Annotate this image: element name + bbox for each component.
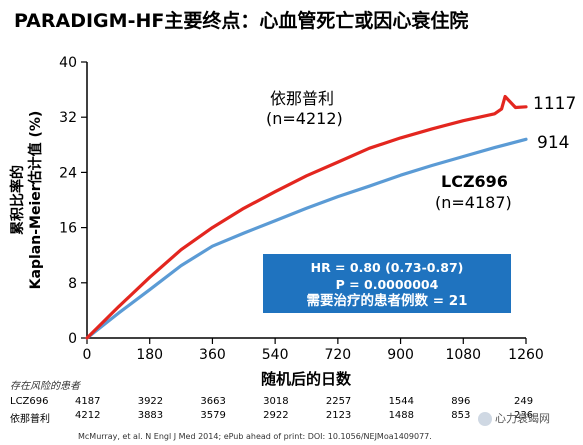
series-n-enalapril: (n=4212): [266, 109, 343, 128]
risk-row-lcz696: LCZ696 4187 3922 3663 3018 2257 1544 896 249: [0, 396, 583, 409]
end-label-enalapril: 1117: [533, 94, 576, 114]
x-tick-label: 720: [324, 347, 351, 363]
hazard-ratio-box: HR = 0.80 (0.73-0.87) P = 0.0000004 需要治疗…: [263, 254, 511, 313]
risk-cell: 853: [451, 410, 471, 421]
hr-value: HR = 0.80 (0.73-0.87): [310, 260, 464, 275]
lcz696-curve: [85, 137, 528, 340]
risk-cell: 1544: [388, 396, 415, 407]
risk-cell: 2257: [325, 396, 352, 407]
end-label-lcz696: 914: [537, 133, 569, 153]
x-tick-label: 540: [262, 347, 289, 363]
footnote: McMurray, et al. N Engl J Med 2014; ePub…: [78, 432, 432, 441]
enalapril-curve: [85, 94, 528, 340]
y-axis-label-2: Kaplan-Meier估计值 (%): [27, 111, 44, 290]
risk-cell: 4187: [75, 396, 101, 407]
p-value: P = 0.0000004: [335, 277, 439, 292]
risk-cell: 4212: [75, 410, 101, 421]
series-label-enalapril: 依那普利: [270, 89, 334, 108]
watermark: 心力衰竭网: [478, 410, 550, 426]
x-tick-label: 900: [387, 347, 414, 363]
x-tick-label: 0: [83, 347, 92, 363]
x-tick-label: 1260: [508, 347, 544, 363]
risk-cell: 3018: [263, 396, 289, 407]
risk-cell: 3579: [200, 410, 226, 421]
risk-cell: 236: [514, 410, 534, 421]
risk-cell: 3883: [137, 410, 164, 421]
risk-cell: 3922: [137, 396, 164, 407]
risk-row-enalapril: 依那普利 4212 3883 3579 2922 2123 1488 853 236: [0, 410, 583, 425]
risk-cell: 1488: [388, 410, 415, 421]
series-n-lcz696: (n=4187): [435, 193, 512, 212]
y-tick-label: 0: [68, 331, 77, 347]
watermark-text: 心力衰竭网: [495, 412, 550, 425]
risk-row-label: LCZ696: [10, 396, 49, 407]
risk-cell: 2922: [263, 410, 289, 421]
y-tick-label: 32: [59, 110, 77, 126]
risk-cell: 249: [514, 396, 534, 407]
risk-cell: 3663: [200, 396, 226, 407]
risk-row-label: 依那普利: [10, 414, 50, 425]
y-tick-label: 8: [68, 276, 77, 292]
risk-cell: 2123: [325, 410, 352, 421]
risk-table-title: 存在风险的患者: [10, 381, 80, 392]
risk-cell: 896: [451, 396, 471, 407]
x-tick-label: 1080: [445, 347, 481, 363]
y-tick-label: 24: [59, 165, 77, 181]
series-label-lcz696: LCZ696: [441, 172, 508, 191]
page-title: PARADIGM-HF主要终点：心血管死亡或因心衰住院: [14, 10, 469, 32]
y-tick-label: 16: [59, 221, 77, 237]
x-axis-label: 随机后的日数: [261, 370, 352, 388]
x-tick-label: 360: [199, 347, 226, 363]
nnt-value: 需要治疗的患者例数 = 21: [306, 293, 468, 309]
wechat-icon: [478, 412, 492, 426]
y-tick-label: 40: [59, 55, 77, 71]
x-tick-label: 180: [136, 347, 163, 363]
y-axis-label-1: 累积比率的: [9, 165, 26, 235]
